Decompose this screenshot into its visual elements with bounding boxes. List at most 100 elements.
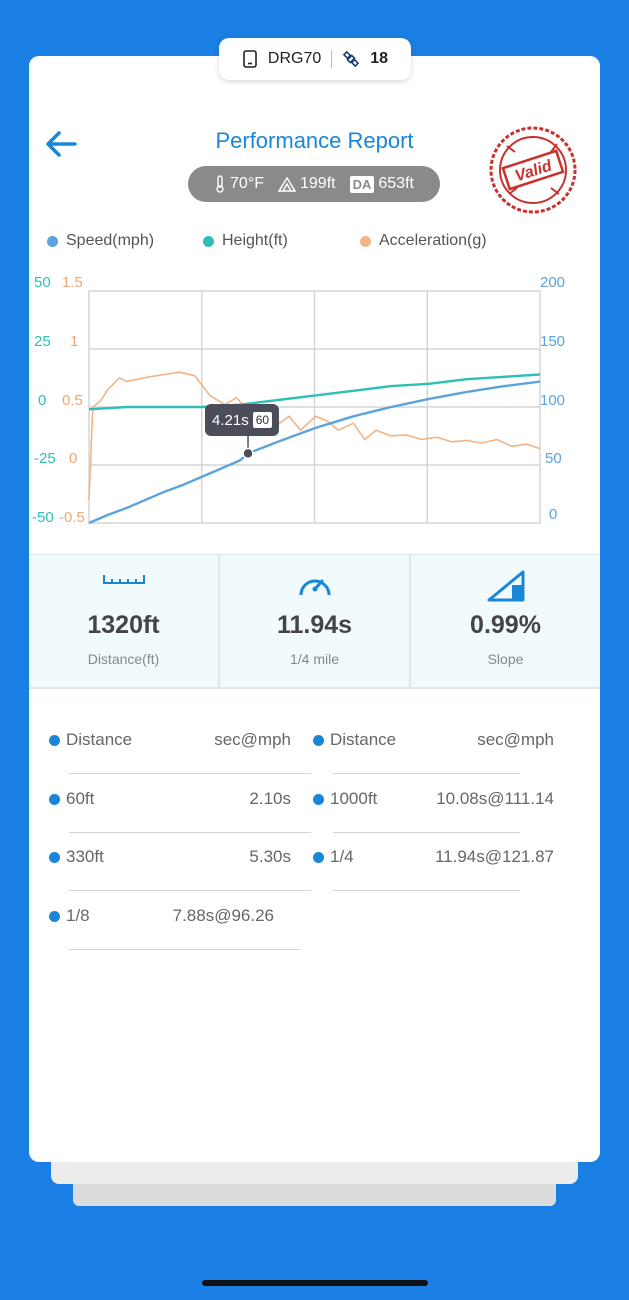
height-tick: -25 [34,450,56,467]
divider [333,890,520,891]
summary-stats: 1320ft Distance(ft) 11.94s 1/4 mile 0.99… [29,554,600,689]
speed-tick: 150 [540,333,566,350]
temperature-value: 70°F [230,175,264,192]
legend-height-label: Height(ft) [222,232,288,249]
device-name: DRG70 [267,50,322,67]
speed-tick: 50 [545,450,562,467]
split-value: sec@mph [477,730,554,749]
divider [69,832,311,833]
arrow-left-icon [46,131,77,157]
slope-icon [487,570,524,602]
split-label: 1/8 [66,906,90,925]
bullet-dot [313,793,324,805]
mountain-icon [278,176,296,192]
series-line-height [88,373,541,411]
da-icon: DA [349,175,375,193]
speedometer-icon [299,579,330,596]
divider [331,50,333,68]
thermometer-icon [216,175,224,193]
height-tick: 0 [38,392,47,409]
legend-acceleration-label: Acceleration(g) [379,232,487,249]
split-row: 60ft 2.10s [49,779,311,833]
speed-dot [47,235,58,247]
satellite-count: 18 [370,50,389,67]
height-tick: 25 [34,333,51,350]
split-row: 1/4 11.94s@121.87 [313,837,554,891]
divider [333,832,520,833]
split-header: Distance sec@mph [49,720,311,774]
stat-distance: 1320ft Distance(ft) [29,555,220,687]
split-value: 5.30s [249,847,291,866]
stat-value: 11.94s [276,611,353,639]
device-status-pill[interactable]: DRG70 18 [219,38,411,80]
split-label: 330ft [66,847,104,866]
split-label: Distance [66,730,133,749]
height-tick: 50 [34,274,51,291]
accel-tick: 1.5 [62,274,83,291]
bullet-dot [313,851,324,863]
height-tick: -50 [32,509,54,526]
split-row: 330ft 5.30s [49,837,311,891]
chart-tooltip: 4.21s 60 [205,404,280,436]
legend-speed-label: Speed(mph) [66,232,155,249]
bullet-dot [313,734,324,746]
split-label: 60ft [66,789,95,808]
accel-tick: 0.5 [62,392,83,409]
card-stack-shadow [73,1180,556,1206]
tooltip-speed: 60 [252,412,273,428]
legend-speed[interactable]: Speed(mph) [47,232,154,250]
home-indicator[interactable] [202,1280,428,1286]
bullet-dot [49,734,60,746]
split-value: 10.08s@111.14 [436,789,554,808]
report-card: Performance Report Valid 70°F 199ft [29,56,600,1162]
divider [69,890,311,891]
stat-value: 0.99% [470,611,541,639]
split-header: Distance sec@mph [313,720,554,774]
chart-legend: Speed(mph) Height(ft) Acceleration(g) [47,232,587,256]
split-label: 1000ft [330,789,378,808]
stat-label: Distance(ft) [87,651,160,667]
split-row: 1000ft 10.08s@111.14 [313,779,554,833]
split-label: Distance [330,730,397,749]
stat-slope: 0.99% Slope [411,555,600,687]
valid-stamp: Valid [487,124,579,216]
altitude-value: 199ft [300,175,336,192]
divider [69,949,301,950]
card-stack-shadow [51,1158,578,1184]
divider [333,773,520,774]
speed-tick: 0 [549,506,558,523]
accel-tick: 0 [69,450,78,467]
bullet-dot [49,851,60,863]
split-value: 2.10s [249,789,291,808]
acceleration-dot [360,235,371,247]
divider [69,773,311,774]
stat-label: 1/4 mile [289,651,340,667]
conditions-pill: 70°F 199ft DA 653ft [188,166,440,202]
back-button[interactable] [41,126,81,162]
split-row: 1/8 7.88s@96.26 [49,896,301,950]
accel-tick: 1 [70,333,79,350]
split-value: 7.88s@96.26 [172,906,274,925]
split-value: sec@mph [214,730,291,749]
density-altitude-value: 653ft [378,175,414,192]
bullet-dot [49,793,60,805]
stat-time: 11.94s 1/4 mile [220,555,411,687]
tooltip-time: 4.21s [212,411,249,429]
tooltip-marker [242,447,254,460]
series-line-accel [88,371,541,500]
bullet-dot [49,910,60,922]
device-icon [243,50,257,68]
satellite-icon [343,50,360,68]
split-label: 1/4 [330,847,354,866]
speed-tick: 200 [540,274,566,291]
stat-value: 1320ft [87,611,160,639]
legend-height[interactable]: Height(ft) [203,232,288,250]
accel-tick: -0.5 [59,509,85,526]
legend-acceleration[interactable]: Acceleration(g) [360,232,487,250]
speed-tick: 100 [540,392,566,409]
height-dot [203,235,214,247]
performance-chart[interactable] [29,56,600,554]
split-value: 11.94s@121.87 [434,847,554,866]
page-title: Performance Report [215,128,414,153]
stat-label: Slope [487,651,524,667]
